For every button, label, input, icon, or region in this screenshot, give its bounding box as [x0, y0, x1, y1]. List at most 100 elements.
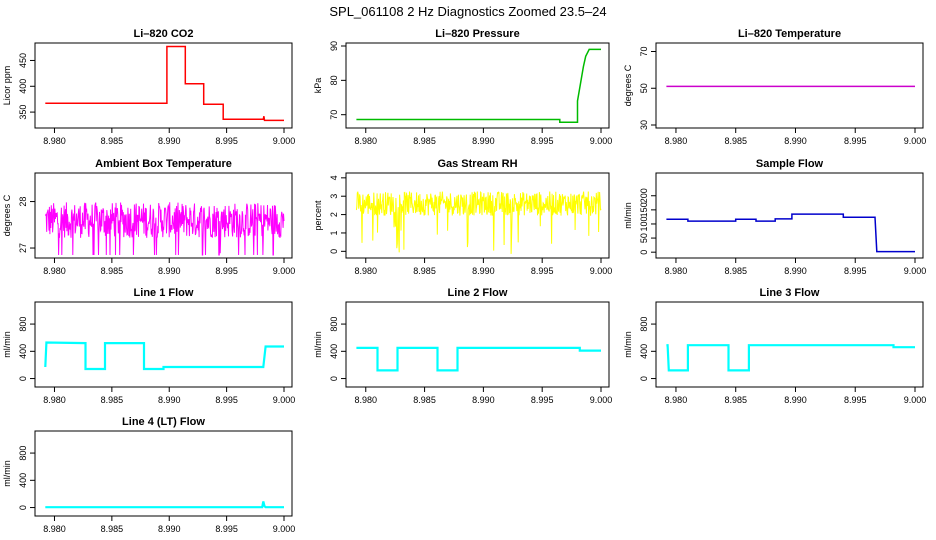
x-tick-label: 8.990 [158, 395, 181, 405]
panel-ambient-box-temperature: Ambient Box Temperature 8.980 8.985 8.990 8.… [2, 158, 295, 276]
x-tick-label: 8.980 [43, 524, 66, 534]
panel-li-820-co2: Li–820 CO2 8.980 8.985 8.990 8.995 9.000 350 40… [2, 28, 295, 146]
y-axis-label: ml/min [623, 202, 633, 229]
x-tick-label: 8.980 [354, 395, 377, 405]
panel-sample-flow: Sample Flow 8.980 8.985 8.990 8.995 9.000 0 50 1… [623, 158, 926, 276]
panel-title: Ambient Box Temperature [95, 158, 232, 170]
y-tick-label: 27 [18, 243, 28, 253]
series-line [666, 213, 915, 253]
x-tick-label: 8.990 [158, 524, 181, 534]
x-tick-label: 8.980 [665, 266, 688, 276]
y-tick-label: 90 [329, 41, 339, 51]
panel-title: Gas Stream RH [437, 158, 517, 170]
y-tick-label: 800 [329, 317, 339, 332]
series-line [45, 45, 284, 122]
y-axis-label: ml/min [623, 331, 633, 358]
y-axis-label: ml/min [2, 460, 12, 487]
x-tick-label: 9.000 [590, 136, 613, 146]
panel-line-1-flow: Line 1 Flow 8.980 8.985 8.990 8.995 9.000 0 400… [2, 287, 295, 405]
panel-title: Line 1 Flow [134, 287, 194, 299]
y-tick-label: 30 [639, 120, 649, 130]
x-tick-label: 8.995 [215, 524, 238, 534]
figure-title: SPL_061108 2 Hz Diagnostics Zoomed 23.5–… [329, 4, 606, 19]
x-tick-label: 8.985 [724, 266, 747, 276]
panel-title: Line 4 (LT) Flow [122, 416, 205, 428]
panel-title: Li–820 Pressure [435, 28, 519, 40]
plot-frame [655, 42, 924, 129]
x-tick-label: 8.985 [724, 136, 747, 146]
y-tick-label: 0 [18, 376, 28, 381]
y-axis-label: ml/min [2, 331, 12, 358]
x-tick-label: 8.995 [215, 136, 238, 146]
plot-frame [34, 172, 293, 259]
y-tick-label: 350 [18, 105, 28, 120]
y-tick-label: 70 [639, 47, 649, 57]
x-tick-label: 8.995 [531, 395, 554, 405]
x-tick-label: 9.000 [590, 395, 613, 405]
plot-frame [655, 301, 924, 388]
x-tick-label: 8.980 [665, 395, 688, 405]
y-tick-label: 200 [639, 188, 649, 203]
panel-li-820-temperature: Li–820 Temperature 8.980 8.985 8.990 8.995 9.… [623, 28, 926, 146]
panel-line-2-flow: Line 2 Flow 8.980 8.985 8.990 8.995 9.000 0 400… [313, 287, 612, 405]
series-line [666, 344, 915, 372]
series-line [356, 48, 601, 124]
y-tick-label: 28 [18, 197, 28, 207]
x-tick-label: 8.990 [472, 266, 495, 276]
x-tick-label: 8.980 [43, 395, 66, 405]
y-tick-label: 70 [329, 110, 339, 120]
plot-frame [345, 301, 610, 388]
panel-title: Sample Flow [756, 158, 824, 170]
x-tick-label: 8.985 [101, 524, 124, 534]
x-tick-label: 9.000 [273, 395, 296, 405]
plot-frame [34, 430, 293, 517]
series-line [44, 202, 285, 256]
y-tick-label: 0 [639, 250, 649, 255]
y-axis-label: ml/min [313, 331, 323, 358]
x-tick-label: 8.980 [43, 136, 66, 146]
x-tick-label: 8.995 [844, 266, 867, 276]
x-tick-label: 8.985 [101, 266, 124, 276]
y-tick-label: 800 [639, 317, 649, 332]
x-tick-label: 8.995 [531, 136, 554, 146]
x-tick-label: 8.985 [101, 136, 124, 146]
panel-title: Line 2 Flow [448, 287, 508, 299]
y-tick-label: 50 [639, 233, 649, 243]
panel-li-820-pressure: Li–820 Pressure 8.980 8.985 8.990 8.995 9.000… [313, 28, 612, 146]
series-line [44, 341, 284, 371]
y-tick-label: 0 [18, 505, 28, 510]
x-tick-label: 8.990 [158, 266, 181, 276]
x-tick-label: 8.990 [784, 395, 807, 405]
x-tick-label: 8.990 [472, 136, 495, 146]
y-tick-label: 400 [18, 344, 28, 359]
x-tick-label: 8.990 [784, 266, 807, 276]
x-tick-label: 9.000 [904, 136, 927, 146]
panel-gas-stream-rh: Gas Stream RH 8.980 8.985 8.990 8.995 9.000 0 1… [313, 158, 612, 276]
y-tick-label: 800 [18, 446, 28, 461]
y-axis-label: degrees C [2, 194, 12, 236]
x-tick-label: 8.995 [844, 136, 867, 146]
plot-frame [655, 172, 924, 259]
x-tick-label: 8.995 [215, 395, 238, 405]
y-tick-label: 450 [18, 53, 28, 68]
x-tick-label: 9.000 [590, 266, 613, 276]
y-tick-label: 3 [329, 194, 339, 199]
panel-line-4-lt-flow: Line 4 (LT) Flow 8.980 8.985 8.990 8.995 9.00… [2, 416, 295, 534]
x-tick-label: 8.990 [784, 136, 807, 146]
x-tick-label: 8.980 [354, 136, 377, 146]
series-line [45, 501, 284, 509]
y-tick-label: 400 [18, 473, 28, 488]
x-tick-label: 9.000 [273, 524, 296, 534]
plot-frame [345, 172, 610, 259]
x-tick-label: 9.000 [904, 266, 927, 276]
y-tick-label: 4 [329, 175, 339, 180]
x-tick-label: 8.985 [413, 395, 436, 405]
y-tick-label: 400 [18, 79, 28, 94]
x-tick-label: 8.985 [724, 395, 747, 405]
plot-frame [34, 301, 293, 388]
x-tick-label: 9.000 [904, 395, 927, 405]
y-tick-label: 400 [329, 344, 339, 359]
x-tick-label: 9.000 [273, 136, 296, 146]
y-tick-label: 400 [639, 344, 649, 359]
